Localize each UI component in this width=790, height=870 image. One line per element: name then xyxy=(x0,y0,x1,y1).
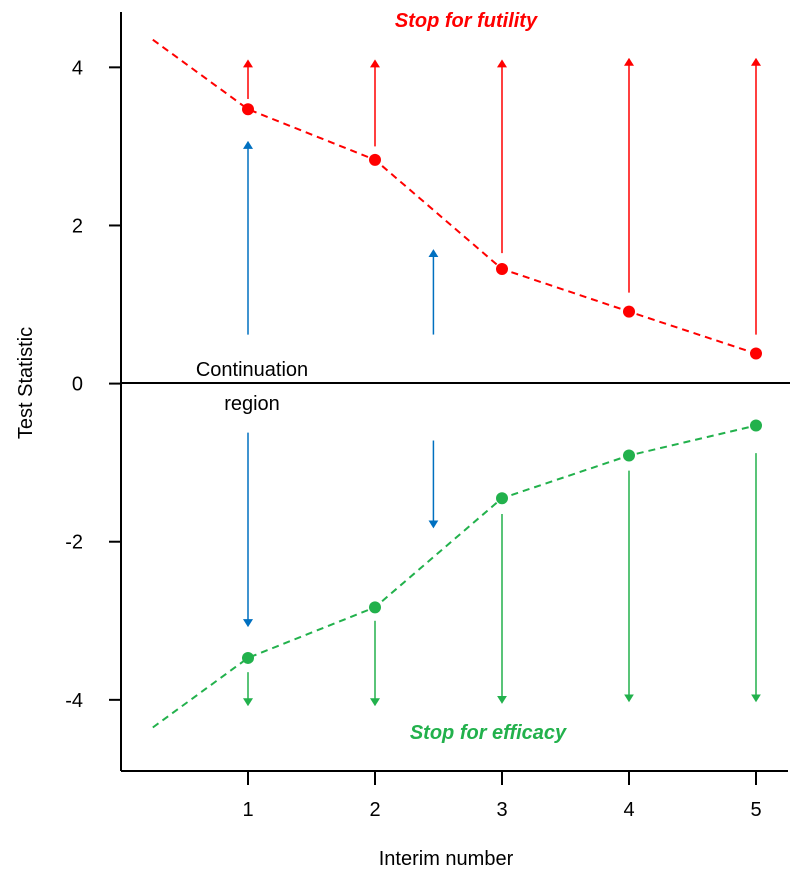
annotation-efficacy: Stop for efficacy xyxy=(410,722,567,744)
y-tick-label: -2 xyxy=(65,532,83,554)
data-point xyxy=(496,262,508,275)
x-tick-label: 2 xyxy=(369,799,380,821)
y-tick-label: 4 xyxy=(72,57,83,79)
series-line xyxy=(152,38,757,355)
continuation-label-line1: Continuation xyxy=(196,359,308,381)
data-point xyxy=(623,449,635,462)
y-tick-label: -4 xyxy=(65,690,83,712)
continuation-label-line2: region xyxy=(224,393,280,415)
data-point xyxy=(242,651,254,664)
data-point xyxy=(369,153,381,166)
x-tick-label: 1 xyxy=(242,799,253,821)
data-point xyxy=(623,305,635,318)
x-ticks: 1 2 3 4 5 xyxy=(242,771,762,821)
y-tick-label: 2 xyxy=(72,215,83,237)
y-tick-label: 0 xyxy=(72,374,83,396)
data-point xyxy=(750,347,762,360)
x-tick-label: 4 xyxy=(623,799,634,821)
x-tick-label: 5 xyxy=(750,799,761,821)
data-point xyxy=(369,601,381,614)
y-axis-title: Test Statistic xyxy=(15,327,37,439)
data-point xyxy=(750,419,762,432)
series-line xyxy=(152,424,757,729)
data-point xyxy=(242,103,254,116)
x-tick-label: 3 xyxy=(496,799,507,821)
annotation-futility: Stop for futility xyxy=(395,10,538,32)
data-point xyxy=(496,492,508,505)
y-ticks: 4 2 0 -2 -4 xyxy=(65,57,121,712)
x-axis-title: Interim number xyxy=(379,848,514,870)
series xyxy=(152,38,762,729)
arrows xyxy=(243,57,761,707)
